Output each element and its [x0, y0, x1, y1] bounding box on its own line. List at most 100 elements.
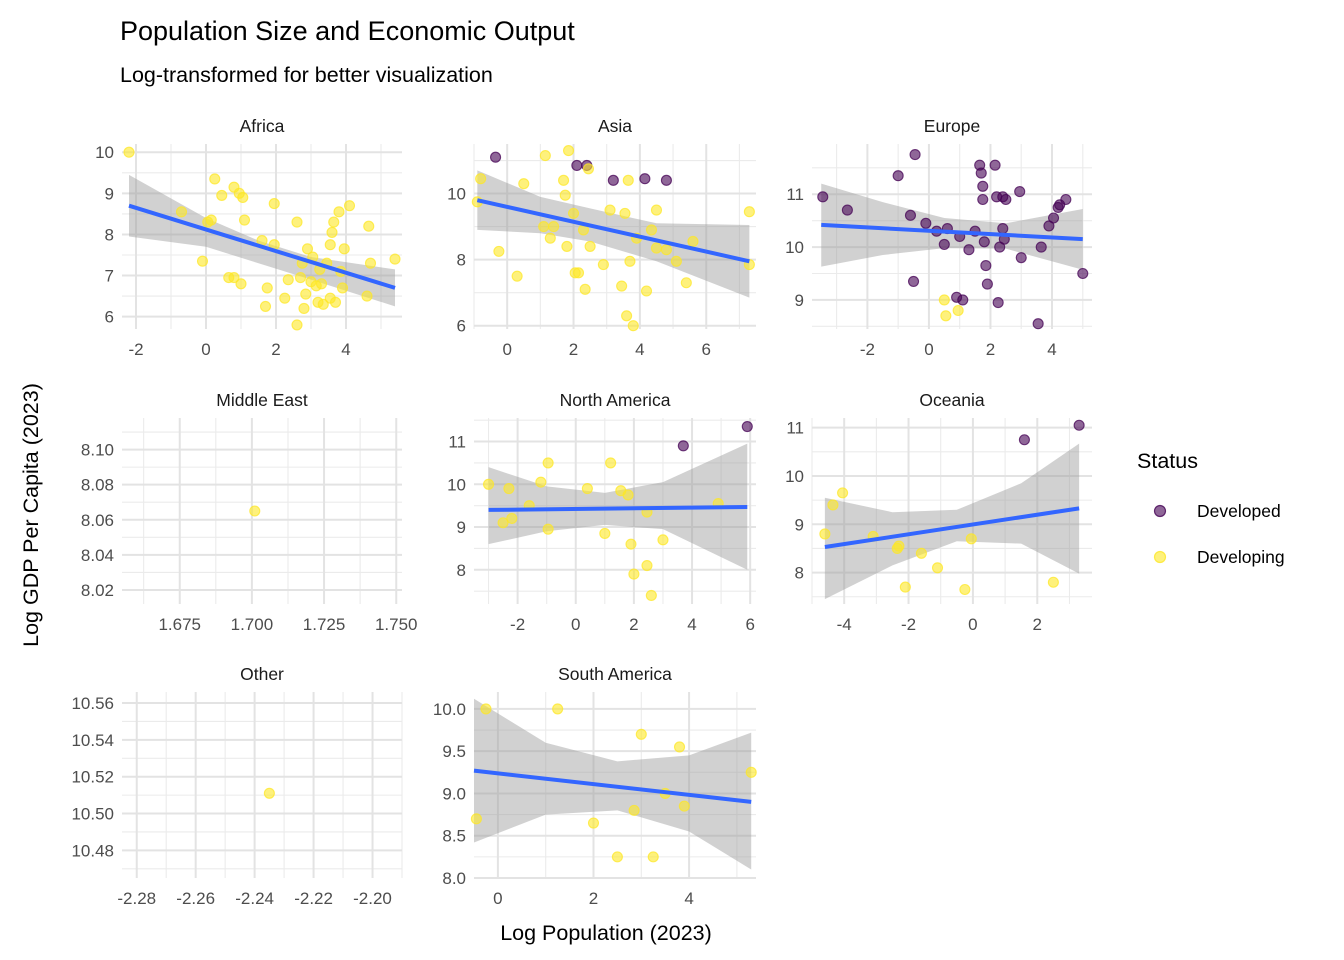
x-tick-label: -2 [860, 340, 875, 359]
point-developing [645, 224, 658, 236]
x-tick-label: 6 [745, 615, 754, 634]
facet-label-oceania: Oceania [919, 390, 984, 410]
point-developed [639, 173, 651, 185]
x-tick-label: 4 [687, 615, 696, 634]
point-developing [680, 277, 692, 289]
point-developing [205, 214, 217, 226]
x-tick-label: -2 [128, 340, 143, 359]
point-developing [333, 206, 345, 218]
y-tick-label: 10.56 [71, 694, 114, 713]
point-developing [670, 255, 682, 267]
point-developing [965, 533, 977, 545]
point-developing [743, 206, 755, 218]
trend-line [128, 203, 396, 290]
point-developed [1047, 212, 1060, 224]
point-developing [563, 145, 575, 157]
point-developed [938, 238, 950, 250]
point-developed [1032, 318, 1044, 330]
x-tick-label: 2 [629, 615, 638, 634]
point-developed [841, 204, 853, 216]
y-tick-label: 8 [457, 251, 466, 270]
point-developed [677, 440, 689, 452]
point-developing [518, 178, 530, 190]
facet-label-south-america: South America [558, 664, 672, 684]
x-tick-label: 2 [986, 340, 995, 359]
point-developing [539, 150, 551, 162]
x-tick-label: 1.700 [231, 615, 274, 634]
point-developing [475, 173, 487, 185]
point-developing [915, 547, 927, 559]
point-developing [931, 562, 944, 574]
point-developing [209, 173, 221, 185]
x-tick-label: 1.725 [303, 615, 346, 634]
y-tick-label: 9.5 [442, 742, 466, 761]
facet-asia: Asia 0 2 4 6 6 8 10 [447, 116, 756, 359]
point-developing [572, 267, 585, 279]
facet-europe: Europe -2 0 2 4 9 10 11 [785, 116, 1092, 359]
point-developing [511, 270, 523, 282]
y-tick-label: 10.0 [433, 700, 466, 719]
point-developed [920, 217, 932, 229]
facet-panels: Africa -2 0 2 4 6 7 8 9 10 Asia 0 2 4 6 6 8 10 Europe -2 0 2 4… [71, 116, 1092, 908]
point-developed [490, 151, 502, 163]
point-developed [607, 174, 619, 186]
point-developing [952, 304, 964, 317]
point-developing [584, 240, 596, 252]
y-tick-label: 8.08 [81, 476, 114, 495]
point-developing [338, 243, 350, 255]
point-developing [645, 589, 657, 601]
x-tick-label: 0 [502, 340, 511, 359]
point-developed [980, 260, 992, 272]
legend-key-developed [1153, 504, 1167, 518]
point-developed [904, 209, 917, 221]
facet-label-north-america: North America [560, 390, 671, 410]
point-developed [907, 275, 920, 287]
point-developing [324, 239, 336, 251]
facet-south-america: South America 0 2 4 8.0 8.5 9.0 9.5 10.0 [433, 664, 757, 908]
point-developed [981, 278, 993, 290]
y-tick-label: 8 [457, 561, 466, 580]
y-tick-label: 8.0 [442, 869, 466, 888]
y-tick-label: 8.06 [81, 511, 114, 530]
x-tick-label: -2.24 [235, 889, 274, 908]
point-developing [364, 257, 377, 269]
point-developed [957, 294, 969, 306]
point-developing [938, 294, 950, 306]
point-developing [605, 457, 617, 469]
y-tick-label: 8.04 [81, 546, 114, 565]
point-developing [480, 703, 492, 715]
point-developed [1014, 186, 1026, 198]
point-developing [627, 320, 639, 332]
point-developing [660, 244, 672, 256]
point-developing [604, 204, 616, 216]
facet-label-asia: Asia [598, 116, 632, 136]
confidence-band [474, 698, 752, 870]
point-developing [196, 255, 209, 267]
y-tick-label: 6 [457, 317, 466, 336]
y-tick-label: 10 [447, 185, 466, 204]
y-tick-label: 10.52 [71, 768, 114, 787]
point-developing [291, 216, 303, 228]
point-developing [837, 487, 849, 499]
legend: Status Developed Developing [1137, 449, 1285, 567]
trend-line [473, 768, 752, 804]
point-developing [893, 540, 905, 552]
point-developed [1073, 419, 1085, 431]
point-developing [228, 272, 240, 284]
x-axis-label: Log Population (2023) [500, 921, 712, 945]
facet-label-other: Other [240, 664, 284, 684]
x-tick-label: -2.20 [353, 889, 392, 908]
y-tick-label: 11 [786, 185, 804, 204]
point-developing [628, 804, 640, 816]
point-developing [294, 272, 307, 284]
point-developing [678, 800, 690, 812]
point-developing [819, 528, 831, 540]
x-tick-label: 4 [684, 889, 693, 908]
x-tick-label: 2 [1033, 615, 1042, 634]
point-developing [542, 457, 554, 469]
point-developing [579, 283, 591, 295]
point-developing [1047, 576, 1059, 588]
point-developing [259, 300, 272, 312]
point-developing [624, 255, 636, 267]
y-tick-label: 10 [785, 467, 804, 486]
